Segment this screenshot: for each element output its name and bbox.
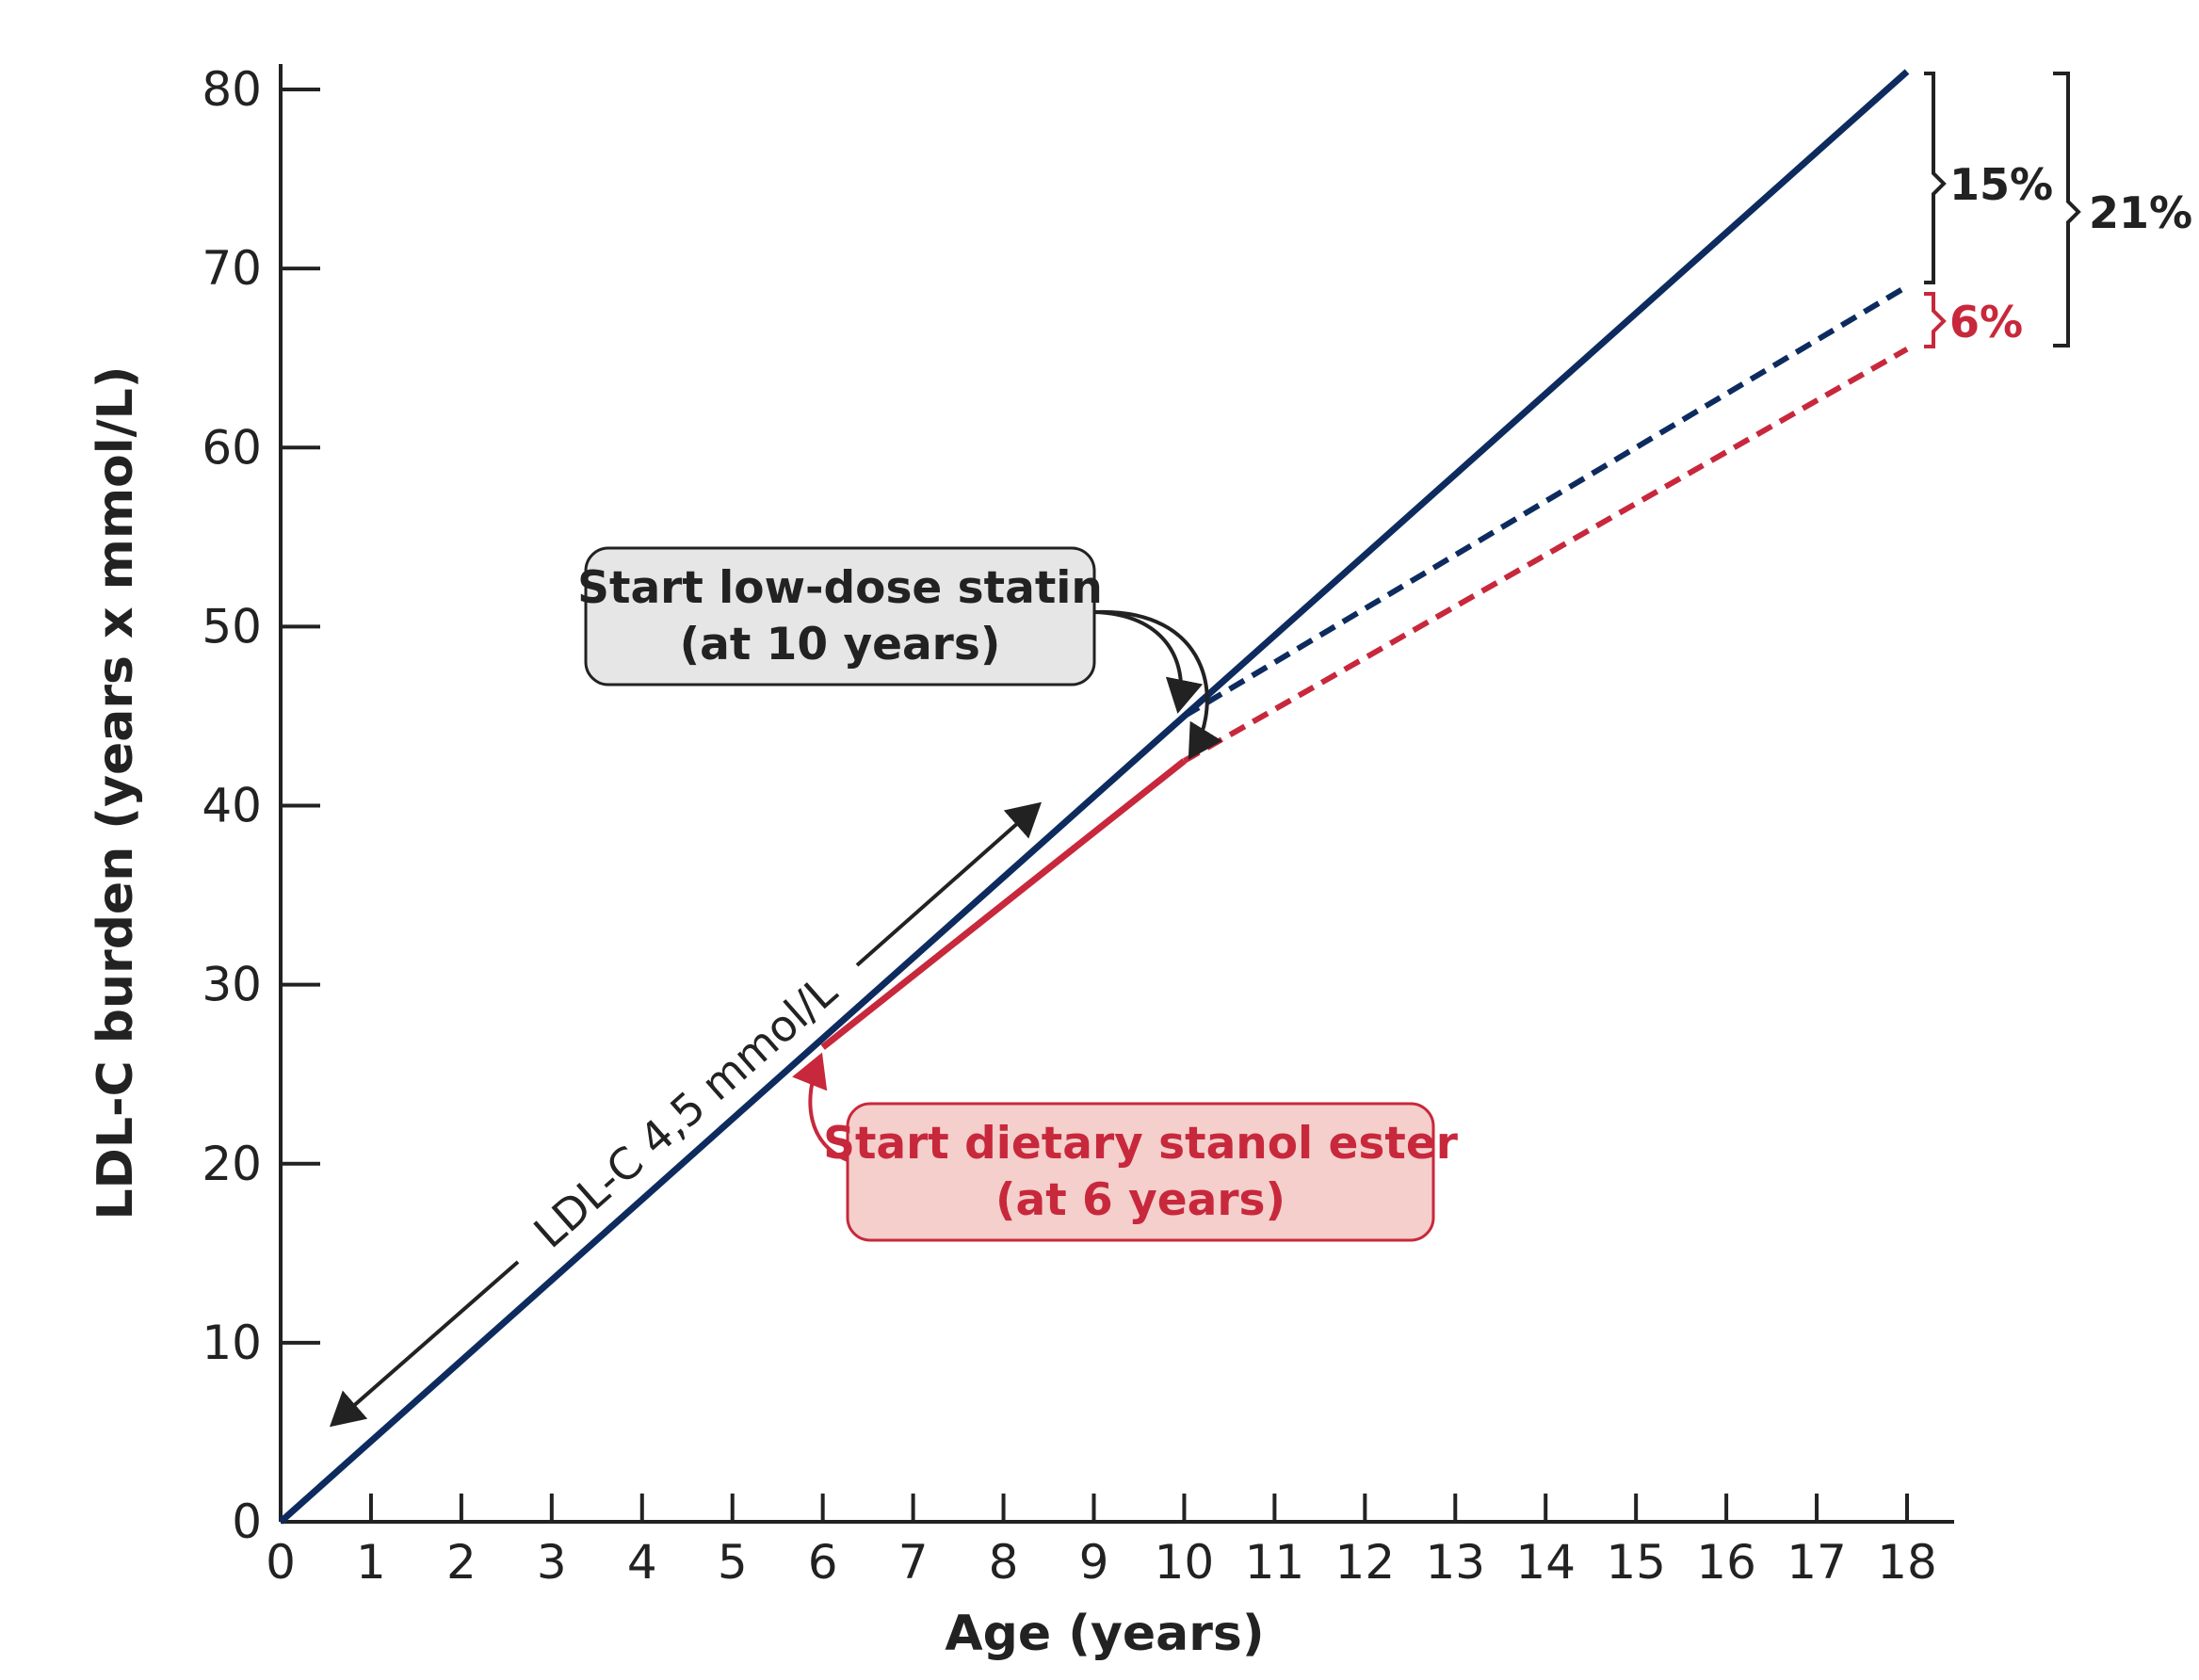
statin-arrow-blue bbox=[1093, 610, 1204, 714]
statin-label-line2: (at 10 years) bbox=[680, 619, 1001, 670]
y-tick-label: 70 bbox=[202, 241, 262, 296]
y-tick-label: 20 bbox=[202, 1137, 262, 1191]
axes bbox=[279, 64, 1954, 1524]
series-line-3 bbox=[1182, 347, 1909, 764]
x-tick-label: 13 bbox=[1425, 1535, 1485, 1590]
pct-15-label: 15% bbox=[1949, 159, 2053, 210]
pct-6-label: 6% bbox=[1949, 297, 2023, 347]
x-tick-label: 5 bbox=[718, 1535, 748, 1590]
y-tick-label: 40 bbox=[202, 779, 262, 833]
x-tick-label: 18 bbox=[1877, 1535, 1937, 1590]
x-tick-label: 10 bbox=[1155, 1535, 1215, 1590]
x-tick-label: 3 bbox=[537, 1535, 567, 1590]
series-line-1 bbox=[1182, 283, 1909, 719]
x-ticks: 0 1 2 3 4 5 6 7 8 9 10 11 12 13 14 15 16 17 18 bbox=[266, 1494, 1937, 1590]
rate-arrow-lower bbox=[329, 1260, 520, 1428]
x-tick-label: 12 bbox=[1335, 1535, 1396, 1590]
stanol-box bbox=[846, 1102, 1435, 1242]
stanol-callout: Start dietary stanol ester (at 6 years) bbox=[792, 1052, 1459, 1242]
x-tick-label: 16 bbox=[1696, 1535, 1756, 1590]
x-tick-label: 2 bbox=[446, 1535, 477, 1590]
brace-6-bracket bbox=[1924, 292, 1947, 348]
y-tick-label: 50 bbox=[202, 599, 262, 654]
x-tick-label: 8 bbox=[989, 1535, 1019, 1590]
x-tick-label: 14 bbox=[1515, 1535, 1576, 1590]
y-tick-label: 60 bbox=[202, 420, 262, 475]
x-tick-label: 1 bbox=[356, 1535, 386, 1590]
statin-box bbox=[584, 546, 1096, 687]
series-line-2 bbox=[820, 758, 1187, 1050]
x-tick-label: 0 bbox=[266, 1535, 296, 1590]
y-axis-title: LDL-C burden (years x mmol/L) bbox=[88, 366, 144, 1220]
y-tick-label: 10 bbox=[202, 1316, 262, 1370]
rate-label: LDL-C 4,5 mmol/L bbox=[525, 965, 848, 1258]
x-tick-label: 15 bbox=[1606, 1535, 1666, 1590]
y-ticks: 0 10 20 30 40 50 60 70 80 bbox=[202, 62, 320, 1549]
statin-callout: Start low-dose statin (at 10 years) bbox=[577, 546, 1222, 760]
stanol-label-line2: (at 6 years) bbox=[995, 1174, 1285, 1226]
y-tick-label: 0 bbox=[232, 1494, 262, 1549]
y-tick-label: 30 bbox=[202, 958, 262, 1012]
pct-21-label: 21% bbox=[2089, 187, 2192, 238]
x-tick-label: 9 bbox=[1079, 1535, 1109, 1590]
statin-arrow-red bbox=[1093, 609, 1222, 760]
stanol-label-line1: Start dietary stanol ester bbox=[823, 1118, 1459, 1170]
brace-21-bracket bbox=[2053, 72, 2081, 347]
statin-label-line1: Start low-dose statin bbox=[577, 562, 1103, 614]
x-tick-label: 7 bbox=[898, 1535, 929, 1590]
x-tick-label: 11 bbox=[1245, 1535, 1305, 1590]
series-layer bbox=[278, 69, 1910, 1525]
y-tick-label: 80 bbox=[202, 62, 262, 117]
stanol-arrow bbox=[792, 1052, 849, 1162]
x-tick-label: 17 bbox=[1787, 1535, 1847, 1590]
reduction-brackets: 15% 21% 6% bbox=[1924, 72, 2192, 348]
series-line-0 bbox=[278, 69, 1910, 1525]
x-tick-label: 6 bbox=[808, 1535, 838, 1590]
x-axis-title: Age (years) bbox=[945, 1606, 1264, 1662]
brace-15-bracket bbox=[1924, 72, 1947, 284]
rate-arrow-upper bbox=[855, 801, 1042, 967]
x-tick-label: 4 bbox=[627, 1535, 657, 1590]
